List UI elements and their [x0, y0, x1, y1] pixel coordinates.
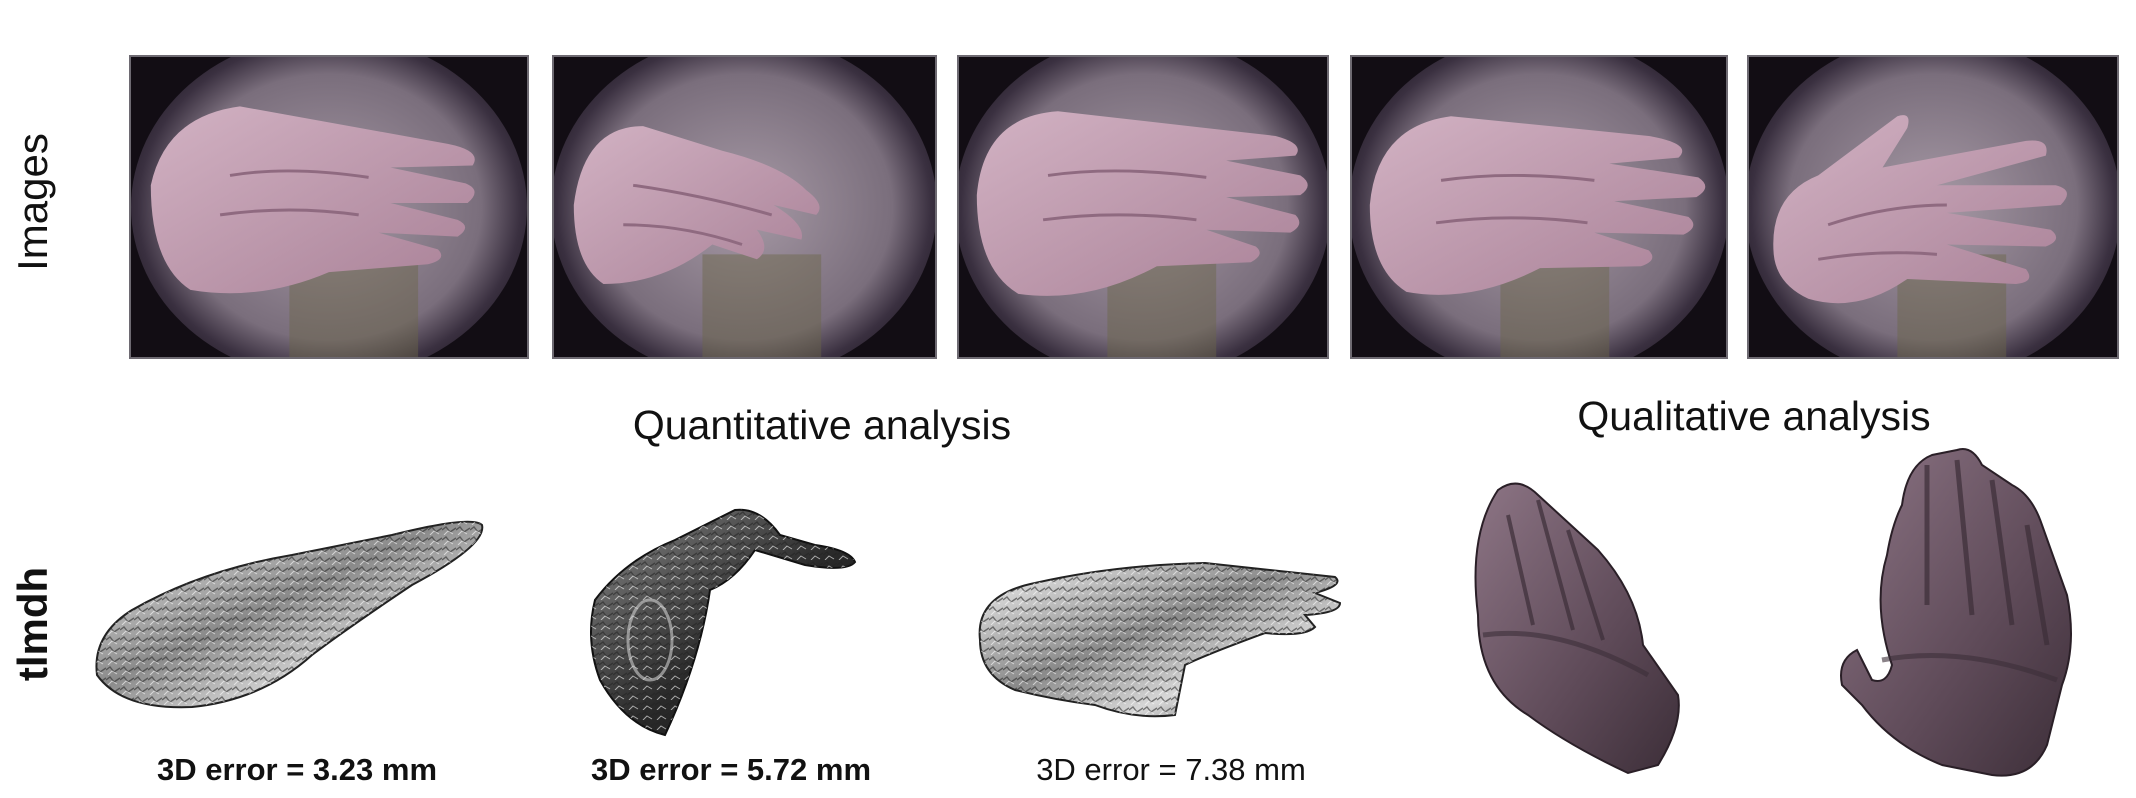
hand-photo-1 [129, 55, 529, 359]
qualitative-render-1 [1458, 475, 1688, 775]
hand-photo-3 [957, 55, 1329, 359]
hand-photo-2 [552, 55, 937, 359]
reconstruction-render-2 [585, 510, 860, 740]
error-caption-1: 3D error = 3.23 mm [157, 752, 437, 788]
reconstruction-render-3 [975, 555, 1345, 720]
section-title-qualitative: Qualitative analysis [1577, 393, 1930, 440]
error-caption-2: 3D error = 5.72 mm [591, 752, 871, 788]
reconstruction-render-1 [92, 515, 487, 710]
hand-photo-5 [1747, 55, 2119, 359]
hand-photo-4 [1350, 55, 1728, 359]
row-label-method: tlmdh [9, 567, 57, 681]
row-label-images: Images [9, 133, 57, 271]
section-title-quantitative: Quantitative analysis [633, 402, 1011, 449]
error-caption-3: 3D error = 7.38 mm [1036, 752, 1306, 788]
qualitative-render-2 [1832, 445, 2082, 785]
